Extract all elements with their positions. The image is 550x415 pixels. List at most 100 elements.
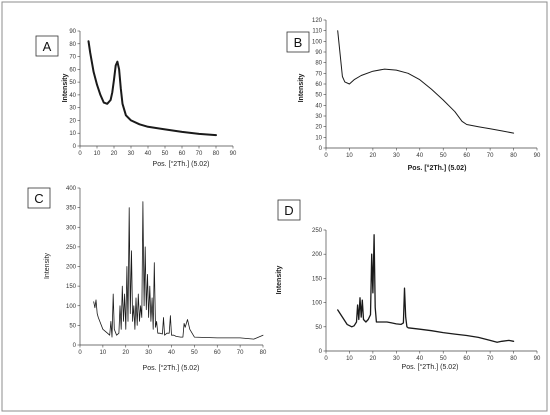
- y-tick-label: 30: [69, 106, 76, 112]
- y-tick-label: 30: [315, 114, 322, 120]
- x-tick-label: 20: [111, 151, 118, 157]
- y-axis-title: Intensity: [298, 74, 305, 103]
- chart-panel-a: A Intensity Pos. [°2Th.] (5.02) 0 10 20 30 4…: [35, 29, 237, 168]
- panel-label: C: [34, 191, 43, 206]
- y-axis-title: Intensity: [276, 266, 283, 295]
- x-tick-label: 40: [145, 151, 152, 157]
- x-tick-label: 70: [196, 151, 203, 157]
- x-tick-label: 80: [260, 350, 267, 356]
- series-line: [93, 201, 264, 340]
- y-tick-label: 120: [312, 18, 323, 24]
- x-tick-label: 80: [510, 153, 517, 159]
- series-line: [337, 234, 515, 343]
- x-tick-label: 20: [370, 356, 377, 362]
- x-tick-label: 50: [440, 356, 447, 362]
- y-tick-label: 150: [312, 276, 323, 282]
- y-tick-label: 0: [319, 146, 323, 152]
- y-tick-label: 80: [69, 42, 76, 48]
- x-axis-title: Pos. [°2Th.] (5.02): [402, 363, 459, 371]
- y-tick-label: 80: [315, 61, 322, 67]
- x-tick-label: 40: [168, 350, 175, 356]
- y-tick-label: 350: [66, 206, 77, 212]
- y-tick-label: 90: [315, 50, 322, 56]
- y-tick-label: 50: [69, 323, 76, 329]
- y-tick-label: 0: [73, 144, 77, 150]
- x-axis-title: Pos. [°2Th.] (5.02): [153, 160, 210, 168]
- x-tick-label: 50: [440, 153, 447, 159]
- x-tick-label: 30: [393, 356, 400, 362]
- panel-label-box: [27, 187, 51, 209]
- x-tick-label: 40: [416, 153, 423, 159]
- x-tick-label: 60: [463, 153, 470, 159]
- panel-label-box: [35, 35, 59, 57]
- y-tick-label: 10: [315, 135, 322, 141]
- x-tick-label: 30: [393, 153, 400, 159]
- x-tick-label: 0: [324, 153, 328, 159]
- series-line: [87, 40, 217, 137]
- x-tick-label: 90: [534, 356, 541, 362]
- x-tick-label: 80: [213, 151, 220, 157]
- x-tick-label: 0: [78, 350, 82, 356]
- x-tick-label: 10: [100, 350, 107, 356]
- y-tick-label: 70: [315, 71, 322, 77]
- y-tick-label: 50: [69, 80, 76, 86]
- chart-panel-d: D Intensity Pos. [°2Th.] (5.02) 0 10 20 30 4…: [276, 199, 541, 371]
- y-tick-label: 40: [315, 103, 322, 109]
- y-tick-label: 250: [312, 228, 323, 234]
- panel-label: B: [294, 35, 303, 50]
- x-axis-title: Pos. [°2Th.] (5.02): [408, 164, 467, 172]
- y-tick-label: 200: [66, 265, 77, 271]
- x-tick-label: 70: [487, 356, 494, 362]
- x-tick-label: 50: [191, 350, 198, 356]
- y-tick-label: 100: [312, 301, 323, 307]
- x-tick-label: 20: [122, 350, 129, 356]
- x-tick-label: 90: [230, 151, 237, 157]
- x-tick-label: 60: [214, 350, 221, 356]
- chart-panel-c: C Intensity Pos. [°2Th.] (5.02) 0 10 20 30 4…: [27, 186, 267, 372]
- y-axis-title: Intensity: [62, 74, 69, 103]
- x-tick-label: 10: [346, 356, 353, 362]
- x-tick-label: 30: [145, 350, 152, 356]
- x-tick-label: 40: [416, 356, 423, 362]
- y-tick-label: 400: [66, 186, 77, 192]
- panel-label-box: [286, 31, 310, 53]
- y-tick-label: 110: [312, 29, 322, 35]
- x-tick-label: 90: [534, 153, 541, 159]
- y-tick-label: 90: [69, 29, 76, 35]
- y-tick-label: 10: [69, 131, 76, 137]
- y-tick-label: 0: [73, 343, 77, 349]
- y-tick-label: 20: [69, 118, 76, 124]
- x-tick-label: 70: [237, 350, 244, 356]
- y-tick-label: 200: [312, 252, 323, 258]
- x-tick-label: 10: [346, 153, 353, 159]
- x-tick-label: 10: [94, 151, 101, 157]
- x-tick-label: 80: [510, 356, 517, 362]
- x-tick-label: 60: [463, 356, 470, 362]
- x-axis-title: Pos. [°2Th.] (5.02): [143, 364, 200, 372]
- y-tick-label: 50: [315, 93, 322, 99]
- y-tick-label: 60: [69, 67, 76, 73]
- chart-panel-b: B Intensity Pos. [°2Th.] (5.02) 0 10 20 30 4…: [286, 18, 541, 172]
- y-tick-label: 40: [69, 93, 76, 99]
- y-tick-label: 250: [66, 245, 77, 251]
- series-line: [337, 30, 515, 134]
- y-tick-label: 300: [66, 225, 77, 231]
- y-tick-label: 60: [315, 82, 322, 88]
- panel-label-box: [277, 199, 301, 221]
- y-tick-label: 100: [66, 304, 77, 310]
- y-tick-label: 70: [69, 55, 76, 61]
- y-tick-label: 100: [312, 39, 323, 45]
- y-tick-label: 0: [319, 349, 323, 355]
- y-tick-label: 150: [66, 284, 77, 290]
- x-tick-label: 0: [78, 151, 82, 157]
- x-tick-label: 0: [324, 356, 328, 362]
- y-axis-title: Intensity: [44, 252, 51, 279]
- panel-label: D: [284, 203, 293, 218]
- y-tick-label: 50: [315, 325, 322, 331]
- x-tick-label: 20: [370, 153, 377, 159]
- y-tick-label: 20: [315, 125, 322, 131]
- x-tick-label: 60: [179, 151, 186, 157]
- x-tick-label: 70: [487, 153, 494, 159]
